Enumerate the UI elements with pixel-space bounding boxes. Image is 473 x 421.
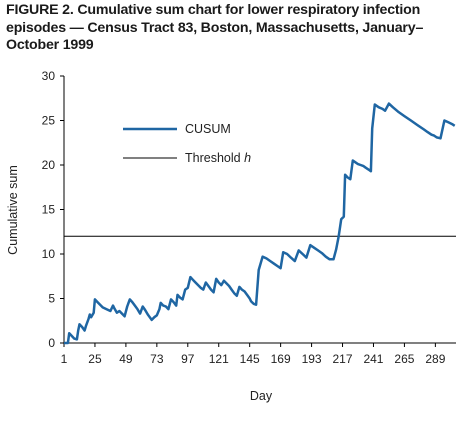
legend-threshold-italic-symbol: h bbox=[244, 151, 251, 165]
y-tick-label: 20 bbox=[42, 158, 56, 172]
y-tick-label: 10 bbox=[42, 247, 56, 261]
legend: CUSUM Threshold h bbox=[123, 122, 251, 165]
y-tick-label: 25 bbox=[42, 114, 56, 128]
legend-threshold-text: Threshold bbox=[185, 151, 244, 165]
plot-frame bbox=[63, 76, 456, 344]
x-tick-label: 25 bbox=[88, 352, 102, 366]
x-tick-label: 49 bbox=[119, 352, 133, 366]
y-tick-label: 30 bbox=[42, 69, 56, 83]
x-tick-label: 97 bbox=[181, 352, 195, 366]
x-tick-label: 145 bbox=[240, 352, 260, 366]
legend-cusum-text: CUSUM bbox=[185, 122, 231, 136]
x-tick-label: 121 bbox=[209, 352, 229, 366]
y-axis-label: Cumulative sum bbox=[6, 165, 20, 255]
x-axis-ticks: 1 25 49 73 97 121 145 169 193 217 241 265 289 bbox=[61, 343, 446, 366]
cusum-series-line bbox=[64, 102, 456, 345]
x-tick-label: 73 bbox=[150, 352, 164, 366]
y-tick-label: 0 bbox=[48, 336, 55, 350]
x-tick-label: 193 bbox=[302, 352, 322, 366]
figure-title: FIGURE 2. Cumulative sum chart for lower… bbox=[6, 2, 424, 53]
y-axis-ticks: 0 5 10 15 20 25 30 bbox=[42, 69, 64, 350]
x-tick-label: 169 bbox=[271, 352, 291, 366]
x-tick-label: 289 bbox=[425, 352, 445, 366]
legend-cusum-label: CUSUM bbox=[185, 122, 231, 136]
x-tick-label: 1 bbox=[61, 352, 68, 366]
x-tick-label: 217 bbox=[333, 352, 353, 366]
series-layer bbox=[64, 102, 456, 345]
x-tick-label: 241 bbox=[363, 352, 383, 366]
x-axis-label: Day bbox=[250, 389, 273, 403]
legend-threshold-label: Threshold h bbox=[185, 151, 251, 165]
x-tick-label: 265 bbox=[394, 352, 414, 366]
y-tick-label: 15 bbox=[42, 203, 56, 217]
y-tick-label: 5 bbox=[48, 292, 55, 306]
